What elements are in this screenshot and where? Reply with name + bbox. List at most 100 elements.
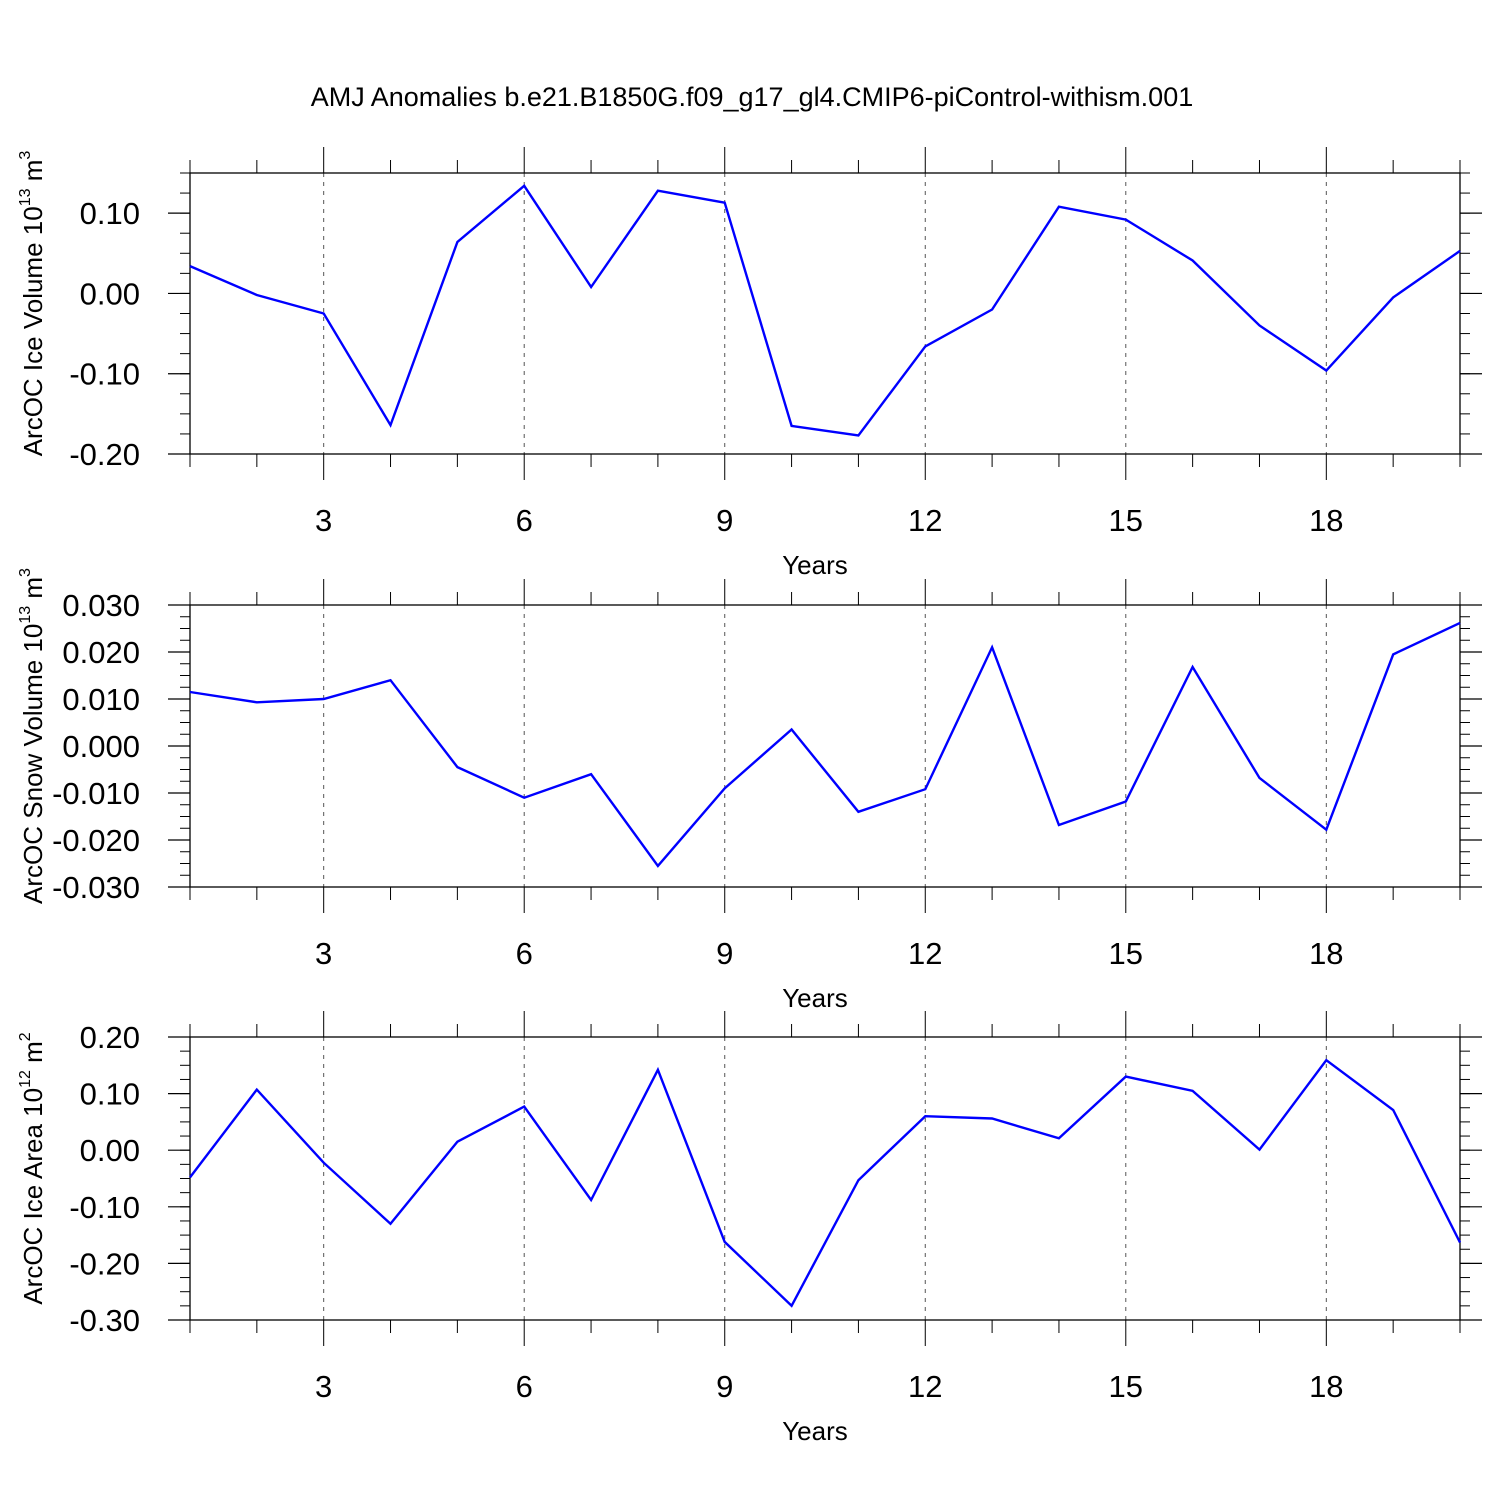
data-point: [322, 1161, 324, 1163]
data-point: [1258, 324, 1260, 326]
data-series-line: [189, 1058, 1462, 1308]
x-tick-label: 15: [1109, 503, 1143, 538]
chart-title: AMJ Anomalies b.e21.B1850G.f09_g17_gl4.C…: [311, 82, 1193, 112]
data-point: [1191, 666, 1193, 668]
y-axis-label: ArcOC Ice Volume 1013 m3: [17, 151, 48, 457]
y-axis-label: ArcOC Snow Volume 1013 m3: [17, 568, 48, 904]
data-point: [657, 1069, 659, 1071]
x-tick-label: 18: [1309, 503, 1343, 538]
y-tick-label: 0.000: [62, 729, 140, 764]
data-point: [523, 1105, 525, 1107]
data-point: [256, 294, 258, 296]
x-tick-label: 6: [516, 503, 533, 538]
data-point: [724, 202, 726, 204]
data-point: [189, 265, 191, 267]
data-point: [1125, 218, 1127, 220]
x-tick-label: 9: [716, 936, 733, 971]
data-point: [456, 1141, 458, 1143]
x-tick-label: 18: [1309, 1369, 1343, 1404]
data-point: [590, 1199, 592, 1201]
data-point: [1459, 622, 1461, 624]
data-point: [657, 189, 659, 191]
data-point: [924, 345, 926, 347]
data-point: [1325, 828, 1327, 830]
data-point: [590, 773, 592, 775]
data-point: [991, 308, 993, 310]
data-point: [1058, 206, 1060, 208]
y-tick-label: -0.20: [69, 437, 140, 472]
data-point: [389, 1223, 391, 1225]
data-series-line: [189, 621, 1461, 868]
data-point: [790, 1305, 792, 1307]
data-point: [256, 1088, 258, 1090]
y-tick-label: -0.010: [52, 776, 140, 811]
data-point: [389, 424, 391, 426]
y-tick-label: 0.00: [80, 276, 140, 311]
data-point: [1191, 259, 1193, 261]
data-point: [322, 312, 324, 314]
y-tick-label: 0.00: [80, 1133, 140, 1168]
data-point: [724, 787, 726, 789]
y-tick-label: -0.30: [69, 1303, 140, 1338]
data-series-line: [189, 184, 1461, 437]
data-point: [1125, 800, 1127, 802]
y-tick-label: -0.030: [52, 870, 140, 905]
plot-frame: [189, 1036, 1461, 1321]
data-point: [1392, 296, 1394, 298]
data-point: [456, 766, 458, 768]
data-point: [1392, 1109, 1394, 1111]
data-point: [1125, 1075, 1127, 1077]
y-tick-label: 0.10: [80, 1077, 140, 1112]
y-tick-label: -0.020: [52, 823, 140, 858]
y-tick-label: 0.030: [62, 588, 140, 623]
data-point: [857, 811, 859, 813]
x-tick-label: 3: [315, 1369, 332, 1404]
data-point: [857, 434, 859, 436]
x-tick-label: 3: [315, 503, 332, 538]
x-tick-label: 15: [1109, 1369, 1143, 1404]
y-tick-label: 0.020: [62, 635, 140, 670]
data-point: [1058, 1137, 1060, 1139]
x-axis-label: Years: [782, 550, 848, 580]
data-point: [724, 1241, 726, 1243]
data-point: [1459, 1241, 1461, 1243]
x-tick-label: 12: [908, 503, 942, 538]
x-tick-label: 12: [908, 936, 942, 971]
x-tick-label: 9: [716, 503, 733, 538]
x-tick-label: 6: [516, 1369, 533, 1404]
data-point: [1459, 250, 1461, 252]
y-tick-label: -0.10: [69, 1190, 140, 1225]
x-tick-label: 9: [716, 1369, 733, 1404]
data-point: [189, 1176, 191, 1178]
y-axis-label: ArcOC Ice Area 1012 m2: [17, 1032, 48, 1304]
data-point: [1258, 1148, 1260, 1150]
data-point: [924, 1115, 926, 1117]
data-point: [590, 286, 592, 288]
y-tick-label: 0.20: [80, 1020, 140, 1055]
data-point: [1258, 777, 1260, 779]
y-tick-label: 0.010: [62, 682, 140, 717]
y-tick-label: -0.20: [69, 1246, 140, 1281]
data-point: [790, 728, 792, 730]
data-point: [456, 241, 458, 243]
data-point: [924, 788, 926, 790]
data-point: [1325, 369, 1327, 371]
data-point: [389, 679, 391, 681]
data-point: [1058, 824, 1060, 826]
y-tick-label: 0.10: [80, 196, 140, 231]
data-point: [256, 701, 258, 703]
data-point: [857, 1179, 859, 1181]
x-axis-label: Years: [782, 1416, 848, 1446]
data-point: [1325, 1059, 1327, 1061]
x-tick-label: 3: [315, 936, 332, 971]
plot-frame: [189, 604, 1461, 888]
data-point: [1191, 1090, 1193, 1092]
data-point: [790, 425, 792, 427]
x-tick-label: 18: [1309, 936, 1343, 971]
plot-frame: [189, 172, 1461, 455]
x-tick-label: 6: [516, 936, 533, 971]
data-point: [991, 1117, 993, 1119]
x-axis-label: Years: [782, 983, 848, 1013]
y-tick-label: -0.10: [69, 357, 140, 392]
